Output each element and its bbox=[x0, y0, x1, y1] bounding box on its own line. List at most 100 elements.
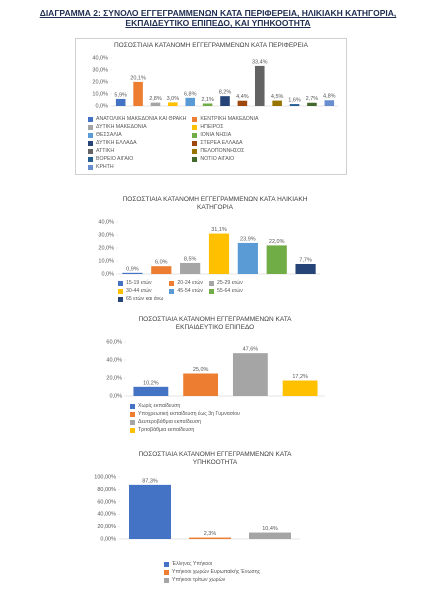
legend-label: ΘΕΣΣΑΛΙΑ bbox=[96, 132, 122, 138]
bar bbox=[202, 103, 213, 106]
page-title: ΔΙΑΓΡΑΜΜΑ 2: ΣΥΝΟΛΟ ΕΓΓΕΓΡΑΜΜΕΝΩΝ ΚΑΤΑ Π… bbox=[39, 8, 397, 28]
y-tick-label: 60,00% bbox=[97, 499, 116, 505]
legend-label: 20-24 ετών bbox=[177, 280, 204, 286]
legend-label: Δευτεροβάθμια εκπαίδευση bbox=[138, 419, 201, 425]
legend-item: Υπήκοοι τρίτων χωρών bbox=[164, 577, 260, 583]
bar bbox=[133, 81, 143, 106]
legend-swatch bbox=[130, 411, 135, 417]
legend-label: 25-29 ετών bbox=[217, 280, 243, 286]
bar bbox=[272, 100, 282, 106]
legend-swatch bbox=[118, 288, 123, 294]
legend-swatch bbox=[88, 140, 93, 146]
value-label: 4,8% bbox=[323, 94, 336, 100]
chart: ΠΟΣΟΣΤΙΑΙΑ ΚΑΤΑΝΟΜΗ ΕΓΓΕΓΡΑΜΜΕΝΩΝ ΚΑΤΑ Η… bbox=[80, 193, 350, 306]
y-tick-label: 30,0% bbox=[92, 67, 108, 73]
legend-item: ΔΥΤΙΚΗ ΜΑΚΕΔΟΝΙΑ bbox=[88, 124, 186, 130]
y-tick-label: 20,0% bbox=[106, 375, 122, 381]
value-label: 47,6% bbox=[243, 347, 259, 353]
bar bbox=[115, 98, 126, 106]
value-label: 10,4% bbox=[262, 526, 278, 532]
legend-label: ΙΟΝΙΑ ΝΗΣΙΑ bbox=[200, 132, 232, 138]
legend-swatch bbox=[209, 288, 215, 294]
value-label: 6,0% bbox=[155, 260, 168, 266]
legend-swatch bbox=[164, 577, 169, 583]
y-tick-label: 0,0% bbox=[109, 393, 122, 399]
y-tick-label: 20,00% bbox=[97, 524, 116, 530]
value-label: 22,0% bbox=[269, 239, 285, 245]
bar bbox=[232, 353, 268, 396]
legend-item: ΚΡΗΤΗ bbox=[88, 164, 186, 170]
value-label: 1,6% bbox=[288, 98, 301, 104]
legend: Χωρίς εκπαίδευση Υποχρεωτική εκπαίδευση έ… bbox=[130, 403, 350, 433]
legend-item: ΒΟΡΕΙΟ ΑΙΓΑΙΟ bbox=[88, 156, 186, 162]
legend-swatch bbox=[88, 124, 93, 130]
y-tick-label: 40,0% bbox=[106, 357, 122, 363]
legend-label: Υπήκοοι τρίτων χωρών bbox=[172, 577, 226, 583]
value-label: 6,8% bbox=[184, 91, 197, 97]
value-label: 8,5% bbox=[184, 256, 197, 262]
legend-item: 45-54 ετών bbox=[169, 288, 203, 294]
legend-label: Υποχρεωτική εκπαίδευση έως 3η Γυμνασίου bbox=[138, 411, 240, 417]
value-label: 33,4% bbox=[252, 59, 268, 65]
legend-swatch bbox=[164, 569, 169, 575]
y-tick-label: 40,0% bbox=[92, 55, 108, 61]
bar bbox=[266, 245, 287, 274]
legend-swatch bbox=[192, 148, 198, 154]
legend-label: ΗΠΕΙΡΟΣ bbox=[200, 124, 224, 130]
legend-swatch bbox=[130, 403, 135, 409]
legend-item: Υπήκοοι χωρών Ευρωπαϊκής Ένωσης bbox=[164, 569, 260, 575]
value-label: 3,0% bbox=[167, 96, 180, 102]
value-label: 4,5% bbox=[271, 94, 284, 100]
legend-swatch bbox=[169, 280, 175, 286]
bar bbox=[133, 386, 169, 396]
value-label: 17,2% bbox=[292, 374, 308, 380]
legend-swatch bbox=[118, 296, 123, 302]
legend-item: 30-44 ετών bbox=[118, 288, 163, 294]
value-label: 5,9% bbox=[114, 92, 127, 98]
y-tick-label: 20,0% bbox=[92, 79, 108, 85]
value-label: 20,1% bbox=[130, 75, 146, 81]
legend-item: ΘΕΣΣΑΛΙΑ bbox=[88, 132, 186, 138]
legend-label: ΚΕΝΤΡΙΚΗ ΜΑΚΕΔΟΝΙΑ bbox=[200, 116, 259, 122]
legend-swatch bbox=[88, 156, 93, 162]
bar bbox=[324, 100, 335, 106]
legend-item: 20-24 ετών bbox=[169, 280, 203, 286]
legend-item: Έλληνες Υπήκοοι bbox=[164, 561, 260, 567]
chart: ΠΟΣΟΣΤΙΑΙΑ ΚΑΤΑΝΟΜΗ ΕΓΓΕΓΡΑΜΜΕΝΩΝ ΚΑΤΑ Υ… bbox=[80, 448, 350, 587]
legend-item: ΑΝΑΤΟΛΙΚΗ ΜΑΚΕΔΟΝΙΑ ΚΑΙ ΘΡΑΚΗ bbox=[88, 116, 186, 122]
bar bbox=[151, 266, 172, 274]
legend-item: ΑΤΤΙΚΗ bbox=[88, 148, 186, 154]
legend-item: Υποχρεωτική εκπαίδευση έως 3η Γυμνασίου bbox=[130, 411, 240, 417]
legend-label: 30-44 ετών bbox=[126, 288, 152, 294]
y-tick-label: 40,00% bbox=[97, 512, 116, 518]
chart-title: ΠΟΣΟΣΤΙΑΙΑ ΚΑΤΑΝΟΜΗ ΕΓΓΕΓΡΑΜΜΕΝΩΝ ΚΑΤΑ Ε… bbox=[138, 316, 292, 331]
value-label: 2,8% bbox=[149, 96, 162, 102]
y-tick-label: 0,0% bbox=[101, 271, 114, 277]
legend-item: 15-19 ετών bbox=[118, 280, 163, 286]
legend-item: ΔΥΤΙΚΗ ΕΛΛΑΔΑ bbox=[88, 140, 186, 146]
legend-label: 15-19 ετών bbox=[126, 280, 152, 286]
legend-swatch bbox=[118, 280, 123, 286]
bar bbox=[237, 242, 258, 274]
value-label: 8,2% bbox=[219, 90, 232, 96]
legend-item: ΙΟΝΙΑ ΝΗΣΙΑ bbox=[192, 132, 258, 138]
value-label: 0,9% bbox=[126, 266, 139, 272]
plot: 0,0% 10,0% 20,0% 30,0% 40,0% 5,9% 20,1% 2,8% 3,0… bbox=[92, 55, 338, 109]
legend-swatch bbox=[130, 427, 135, 433]
legend-swatch bbox=[88, 132, 93, 138]
value-label: 2,3% bbox=[204, 531, 217, 537]
legend-item: ΣΤΕΡΕΑ ΕΛΛΑΔΑ bbox=[192, 140, 258, 146]
y-tick-label: 80,00% bbox=[97, 487, 116, 493]
legend-swatch bbox=[88, 164, 93, 170]
legend-item: 25-29 ετών bbox=[209, 280, 243, 286]
legend-label: ΣΤΕΡΕΑ ΕΛΛΑΔΑ bbox=[200, 140, 243, 146]
legend-label: ΚΡΗΤΗ bbox=[96, 164, 114, 170]
bar bbox=[150, 102, 161, 106]
chart: ΠΟΣΟΣΤΙΑΙΑ ΚΑΤΑΝΟΜΗ ΕΓΓΕΓΡΑΜΜΕΝΩΝ ΚΑΤΑ Ε… bbox=[80, 313, 350, 437]
legend-swatch bbox=[169, 288, 175, 294]
legend-item: ΠΕΛΟΠΟΝΝΗΣΟΣ bbox=[192, 148, 258, 154]
y-tick-label: 60,0% bbox=[106, 339, 122, 345]
plot: 0,0% 10,0% 20,0% 30,0% 40,0% 0,9% 6,0% 8,5% 31,1… bbox=[98, 219, 320, 277]
legend-swatch bbox=[88, 148, 93, 154]
